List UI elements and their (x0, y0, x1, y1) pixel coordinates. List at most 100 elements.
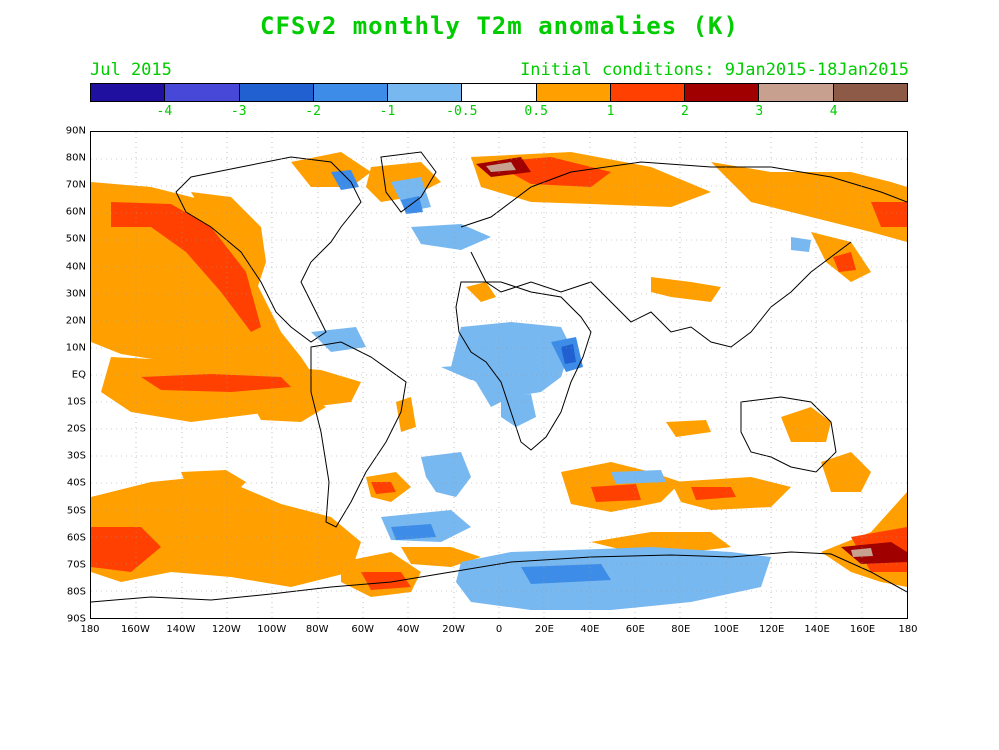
graticule (91, 132, 907, 618)
latitude-label: 60S (66, 532, 86, 544)
latitude-label: 50N (65, 233, 86, 245)
colorbar-label: 0.5 (524, 104, 548, 119)
longitude-label: 160W (120, 624, 150, 635)
w-africa-warm (466, 282, 496, 302)
chart-title: CFSv2 monthly T2m anomalies (K) (260, 12, 739, 40)
latitude-label: 70N (65, 179, 86, 191)
longitude-label: 180 (898, 624, 918, 635)
s-atlantic-hot (371, 482, 396, 494)
s-indian-cold (611, 470, 666, 484)
s-australia-warm (666, 420, 711, 437)
colorbar-box (91, 84, 166, 101)
north-america-outline (175, 156, 362, 343)
latitude-label: 60N (65, 206, 86, 218)
strong-cold (561, 344, 576, 364)
colorbar-label: 2 (680, 104, 689, 119)
greenland-outline (380, 151, 437, 213)
colorbar-box (685, 84, 760, 101)
longitude-label: 20E (534, 624, 554, 635)
caribbean-cold (311, 327, 366, 352)
e-africa-strong-cold (561, 344, 576, 364)
nz-warm (831, 462, 851, 492)
colorbar-label: -0.5 (446, 104, 478, 119)
arctic-extreme (486, 162, 516, 172)
latitude-label: 30S (66, 450, 86, 462)
latitude-label: 80N (65, 152, 86, 164)
longitude-label: 120E (758, 624, 785, 635)
colorbar-box (759, 84, 834, 101)
latitude-label: 40S (66, 477, 86, 489)
antarctic-mid-cold (521, 564, 611, 584)
australia-warm (781, 407, 831, 442)
colorbar-label: -1 (379, 104, 396, 119)
colorbar-label: -2 (305, 104, 321, 119)
s-indian-hot (591, 484, 641, 502)
antarctica-cold (456, 547, 771, 610)
eq-pacific-warm-east (251, 394, 326, 422)
colorbar-box (239, 84, 314, 101)
colorbar-box (388, 84, 463, 101)
latitude-label: 70S (66, 559, 86, 571)
n-atlantic-cold (411, 224, 491, 250)
arctic-canada-warm (291, 152, 371, 187)
w-africa-cold (501, 394, 536, 427)
colorbar-label: 1 (606, 104, 615, 119)
longitude-label: 100W (257, 624, 287, 635)
latitude-label: 20S (66, 423, 86, 435)
latitude-label: 50S (66, 505, 86, 517)
cold-anomaly-regions (311, 177, 811, 610)
antarctica-outline (91, 551, 907, 603)
japan-hot (833, 252, 856, 272)
south-america-outline (310, 341, 407, 528)
longitude-label: 60E (625, 624, 645, 635)
eq-pacific-hot (141, 374, 291, 392)
e-siberia-warm (711, 162, 907, 242)
s-atlantic-cold (421, 452, 471, 497)
s-pacific-very-hot (841, 542, 907, 564)
colorbar-box (833, 84, 907, 101)
colorbar-box (536, 84, 611, 101)
longitude-label: 160E (849, 624, 876, 635)
s-atlantic-mid-cold (391, 524, 436, 540)
longitude-label: 20W (442, 624, 465, 635)
latitude-label: 40N (65, 261, 86, 273)
colorbar-box (610, 84, 686, 101)
latitude-label: 80S (66, 586, 86, 598)
longitude-label: 120W (211, 624, 241, 635)
forecast-month: Jul 2015 (90, 60, 172, 80)
latitude-label: 10S (66, 396, 86, 408)
longitude-label: 100E (713, 624, 739, 635)
coastlines (91, 151, 907, 603)
colorbar-box (462, 84, 537, 101)
colorbar-labels: -4 -3 -2 -1 -0.5 0.5 1 2 3 4 (90, 104, 908, 120)
colorbar-box (165, 84, 240, 101)
longitude-label: 80E (671, 624, 691, 635)
latitude-label: 20N (65, 315, 86, 327)
s-pacific-hot (91, 527, 161, 572)
colorbar-box (313, 84, 389, 101)
colorbar-label: 3 (755, 104, 764, 119)
longitude-label: 180 (80, 624, 100, 635)
colorbar (90, 83, 908, 102)
central-asia-warm (651, 277, 721, 302)
longitude-label: 0 (495, 624, 503, 635)
nw-pacific-cold (791, 237, 811, 252)
se-pacific-warm (91, 477, 361, 587)
e-pacific-cold (441, 362, 521, 380)
longitude-label: 140E (804, 624, 830, 635)
antarctic-hot (361, 572, 411, 590)
longitude-label: 40E (580, 624, 600, 635)
initial-conditions: Initial conditions: 9Jan2015-18Jan2015 (520, 60, 909, 80)
longitude-label: 80W (305, 624, 329, 635)
latitude-label: EQ (71, 369, 86, 381)
latitude-label: 10N (65, 342, 86, 354)
anomaly-map (90, 131, 908, 619)
longitude-label: 60W (351, 624, 374, 635)
africa-outline (455, 281, 592, 451)
colorbar-label: -3 (230, 104, 247, 119)
western-na-warm (191, 192, 266, 292)
latitude-label: 90N (65, 125, 86, 137)
e-siberia-hot (871, 202, 907, 227)
map-svg (91, 132, 907, 618)
latitude-label: 90S (66, 613, 86, 625)
